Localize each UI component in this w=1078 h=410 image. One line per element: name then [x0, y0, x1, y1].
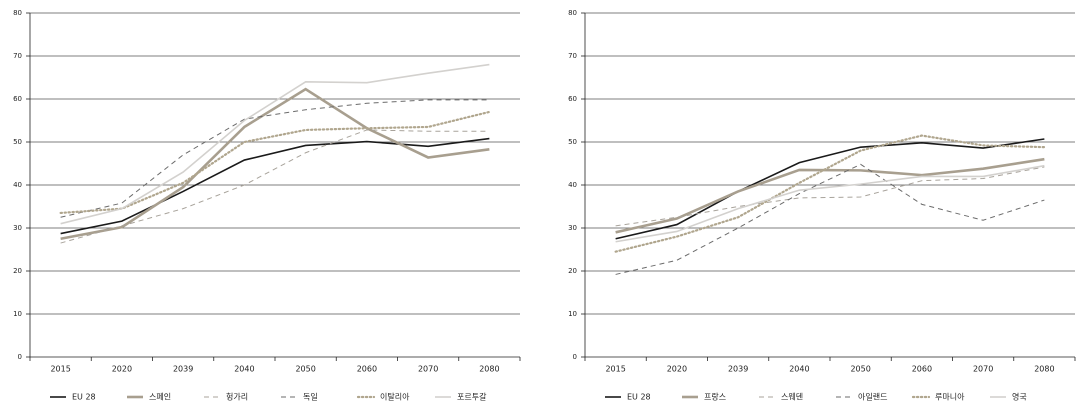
x-tick-label: 2039 [173, 365, 193, 374]
y-tick-label: 50 [13, 138, 22, 146]
y-tick-label: 20 [13, 267, 22, 275]
legend-label: 아일랜드 [858, 392, 887, 402]
y-tick-label: 30 [13, 224, 22, 232]
y-tick-label: 70 [13, 52, 22, 60]
legend-label: 스웨덴 [781, 392, 803, 402]
x-tick-label: 2040 [234, 365, 254, 374]
x-tick-label: 2050 [295, 365, 315, 374]
series-line [615, 166, 1045, 227]
legend-label: EU 28 [72, 393, 96, 402]
legend-label: 헝가리 [226, 393, 248, 402]
y-tick-label: 80 [568, 9, 577, 17]
legend-label: 스페인 [149, 392, 171, 402]
legend-label: 루마니아 [935, 392, 965, 402]
series-line [60, 87, 490, 241]
x-tick-label: 2070 [418, 365, 438, 374]
x-tick-label: 2070 [973, 365, 993, 374]
series-line [60, 63, 490, 225]
y-tick-label: 10 [13, 310, 22, 318]
legend-label: 영국 [1012, 392, 1027, 402]
y-tick-label: 0 [18, 353, 22, 361]
x-tick-label: 2015 [50, 365, 70, 374]
x-tick-label: 2050 [850, 365, 870, 374]
y-tick-label: 20 [568, 267, 577, 275]
x-tick-label: 2040 [789, 365, 809, 374]
y-tick-label: 60 [568, 95, 577, 103]
y-tick-label: 10 [568, 310, 577, 318]
y-tick-label: 40 [568, 181, 577, 189]
legend-label: 독일 [303, 393, 318, 402]
y-tick-label: 50 [568, 138, 577, 146]
x-tick-label: 2060 [357, 365, 377, 374]
legend-label: 프랑스 [704, 392, 726, 402]
y-tick-label: 60 [13, 95, 22, 103]
x-tick-label: 2080 [1034, 365, 1054, 374]
series-line [59, 110, 491, 215]
y-tick-label: 30 [568, 224, 577, 232]
series-line [614, 134, 1046, 253]
x-tick-label: 2060 [912, 365, 932, 374]
series-line [60, 99, 490, 218]
y-tick-label: 80 [13, 9, 22, 17]
legend-label: EU 28 [627, 393, 651, 402]
x-tick-label: 2015 [605, 365, 625, 374]
series-line [615, 157, 1045, 234]
y-tick-label: 40 [13, 181, 22, 189]
x-tick-label: 2020 [667, 365, 687, 374]
y-tick-label: 0 [573, 353, 577, 361]
legend-label: 포르투갈 [457, 393, 487, 402]
series-line [60, 129, 490, 244]
legend-label: 이탈리아 [380, 392, 410, 402]
x-tick-label: 2039 [728, 365, 748, 374]
series-line [60, 137, 490, 235]
series-line [615, 163, 1045, 275]
x-tick-label: 2080 [479, 365, 499, 374]
y-tick-label: 70 [568, 52, 577, 60]
series-line [615, 138, 1045, 240]
x-tick-label: 2020 [112, 365, 132, 374]
series-line [615, 164, 1045, 243]
